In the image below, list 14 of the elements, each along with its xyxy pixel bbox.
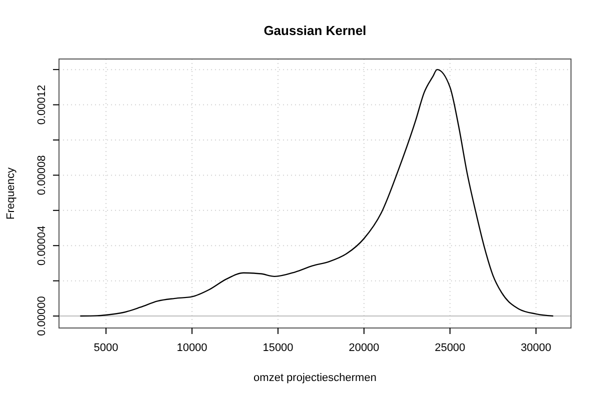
y-tick-label: 0.00000 (36, 296, 48, 336)
y-tick-label: 0.00004 (36, 226, 48, 266)
y-tick-label: 0.00012 (36, 84, 48, 125)
line-series (80, 68, 554, 317)
x-tick-label: 5000 (94, 342, 118, 354)
x-tick-label: 30000 (520, 342, 552, 354)
chart-title: Gaussian Kernel (264, 23, 366, 38)
y-tick-label: 0.00008 (36, 155, 48, 196)
x-tick-label: 10000 (176, 342, 208, 354)
y-axis-title: Frequency (5, 167, 17, 220)
x-tick-label: 25000 (434, 342, 466, 354)
x-tick-label: 15000 (262, 342, 294, 354)
x-tick-label: 20000 (348, 342, 380, 354)
x-axis-title: omzet projectieschermen (254, 372, 376, 384)
